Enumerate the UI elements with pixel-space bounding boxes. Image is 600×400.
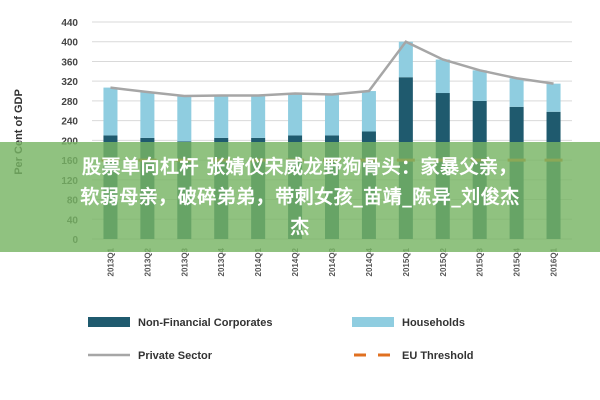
y-tick-label: 400 [61,38,78,49]
legend: Non-Financial Corporates Households Privat… [88,317,474,362]
bar-households [288,94,302,136]
bar-households [325,94,339,135]
bar-households [140,92,154,138]
bar-households [103,88,117,136]
bar-households [177,96,191,141]
legend-label: Non-Financial Corporates [138,317,272,329]
legend-label: Private Sector [138,350,213,362]
bar-households [436,59,450,93]
bar-households [510,78,524,107]
overlay-line-1: 股票单向杠杆 张婧仪宋威龙野狗骨头：家暴父亲， [5,152,595,182]
y-tick-label: 240 [61,117,78,128]
overlay-line-3: 杰 [5,212,595,242]
text-overlay-banner: 股票单向杠杆 张婧仪宋威龙野狗骨头：家暴父亲， 软弱母亲，破碎弟弟，带刺女孩_苗… [0,142,600,252]
y-tick-label: 320 [61,77,78,88]
legend-swatch [88,317,130,327]
legend-label: EU Threshold [402,350,474,362]
overlay-line-2: 软弱母亲，破碎弟弟，带刺女孩_苗靖_陈异_刘俊杰 [5,182,595,212]
bar-households [362,91,376,131]
legend-swatch [352,317,394,327]
y-tick-label: 440 [61,18,78,29]
private-sector-line [110,42,553,96]
y-tick-label: 280 [61,97,78,108]
overlay-text: 股票单向杠杆 张婧仪宋威龙野狗骨头：家暴父亲， 软弱母亲，破碎弟弟，带刺女孩_苗… [5,152,595,242]
bar-households [214,95,228,137]
legend-label: Households [402,317,465,329]
bar-households [547,84,561,112]
y-tick-label: 360 [61,57,78,68]
bar-households [473,70,487,101]
bar-households [251,95,265,137]
